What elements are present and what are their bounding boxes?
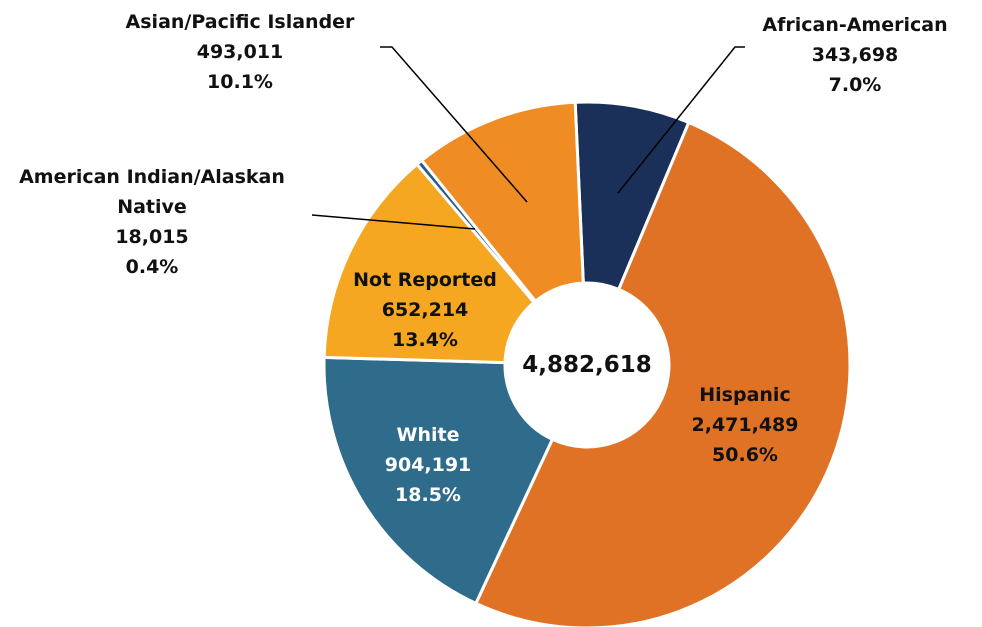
value-label: 18,015 (115, 226, 189, 248)
percent-label: 10.1% (207, 71, 273, 93)
percent-label: 18.5% (395, 484, 461, 506)
value-label: 343,698 (811, 44, 899, 66)
donut-slice (322, 355, 555, 606)
percent-label: 0.4% (125, 256, 179, 278)
donut-hole (506, 284, 668, 446)
percent-label: 7.0% (828, 74, 882, 96)
value-label: 652,214 (381, 299, 469, 321)
category-label: White (396, 424, 460, 446)
leader-line (617, 46, 745, 194)
slice-label: Hispanic 2,471,489 50.6% (645, 380, 845, 470)
category-label: African-American (762, 14, 948, 36)
donut-slice (419, 100, 585, 304)
value-label: 904,191 (384, 454, 472, 476)
category-label: Not Reported (353, 269, 497, 291)
leader-line (311, 214, 476, 230)
slice-label: White 904,191 18.5% (328, 420, 528, 510)
donut-slice (322, 162, 537, 365)
slice-label: African-American 343,698 7.0% (725, 10, 982, 100)
leader-line (380, 46, 528, 203)
total-label: 4,882,618 (522, 352, 652, 378)
category-label: Asian/Pacific Islander (125, 11, 355, 33)
category-label: Hispanic (699, 384, 791, 406)
slice-label: Asian/Pacific Islander 493,011 10.1% (80, 7, 400, 97)
slice-label: Not Reported 652,214 13.4% (325, 265, 525, 355)
percent-label: 50.6% (712, 444, 778, 466)
value-label: 493,011 (196, 41, 284, 63)
slice-label: American Indian/Alaskan Native 18,015 0.4% (2, 162, 302, 282)
donut-slice (473, 120, 852, 627)
category-label: American Indian/Alaskan Native (19, 166, 285, 218)
value-label: 2,471,489 (691, 414, 799, 436)
percent-label: 13.4% (392, 329, 458, 351)
